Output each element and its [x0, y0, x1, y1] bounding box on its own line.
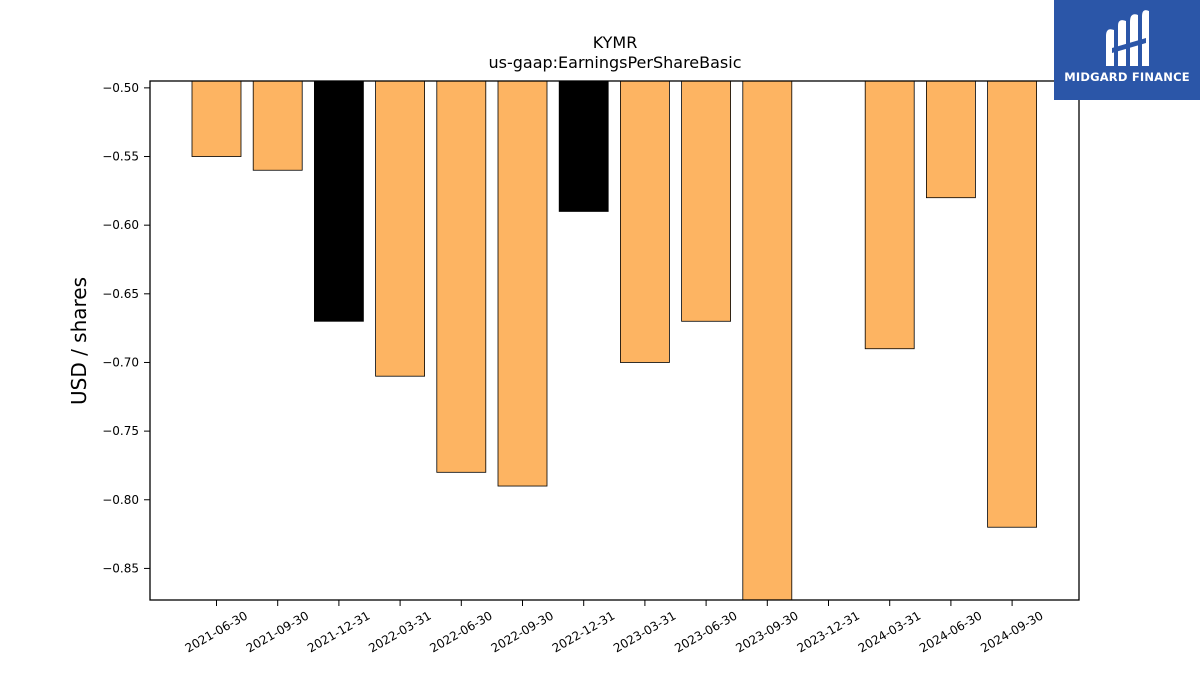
- y-tick-label: −0.85: [102, 561, 139, 575]
- x-ticks-group: 2021-06-302021-09-302021-12-312022-03-31…: [183, 600, 1046, 655]
- y-tick-label: −0.55: [102, 150, 139, 164]
- y-tick-label: −0.65: [102, 287, 139, 301]
- bar-2021-09-30: [252, 80, 303, 171]
- x-tick-label: 2021-12-31: [305, 608, 372, 655]
- bar-2024-06-30: [926, 80, 976, 199]
- bar-2021-12-31: [313, 80, 364, 322]
- bar-2023-06-30: [681, 80, 731, 322]
- plot-frame: [149, 80, 1080, 601]
- chart-subtitle: us-gaap:EarningsPerShareBasic: [488, 53, 741, 72]
- x-tick-label: 2023-06-30: [672, 608, 739, 655]
- x-tick-label: 2022-03-31: [366, 608, 433, 655]
- x-tick-label: 2021-09-30: [244, 608, 311, 655]
- x-tick-label: 2022-06-30: [427, 608, 494, 655]
- x-tick-label: 2022-12-31: [550, 608, 617, 655]
- x-tick-label: 2024-03-31: [856, 608, 923, 655]
- bar-2023-09-30: [742, 80, 793, 601]
- bar-2022-12-31: [558, 80, 609, 212]
- x-tick-label: 2023-12-31: [795, 608, 862, 655]
- y-tick-label: −0.60: [102, 218, 139, 232]
- y-tick-label: −0.50: [102, 81, 139, 95]
- bar-2022-09-30: [497, 80, 548, 487]
- bar-2021-06-30: [191, 80, 242, 157]
- x-tick-label: 2023-03-31: [611, 608, 678, 655]
- y-tick-label: −0.75: [102, 424, 139, 438]
- bar-2023-03-31: [620, 80, 670, 363]
- y-tick-label: −0.80: [102, 493, 139, 507]
- midgard-finance-logo: MIDGARD FINANCE: [1054, 0, 1200, 100]
- bar-2024-03-31: [864, 80, 915, 350]
- x-tick-label: 2021-06-30: [183, 608, 250, 655]
- x-tick-label: 2023-09-30: [733, 608, 800, 655]
- y-axis-label: USD / shares: [67, 277, 91, 405]
- bars-group: [191, 80, 1037, 601]
- x-tick-label: 2024-09-30: [978, 608, 1045, 655]
- x-tick-label: 2024-06-30: [917, 608, 984, 655]
- chart-title: KYMR: [593, 33, 638, 52]
- bar-2024-09-30: [987, 80, 1037, 528]
- bar-2022-03-31: [375, 80, 426, 377]
- bar-2022-06-30: [436, 80, 487, 473]
- y-tick-label: −0.70: [102, 355, 139, 369]
- y-ticks-group: −0.50 −0.55 −0.60 −0.65 −0.70 −0.75 −0.80 −0.85: [102, 81, 150, 575]
- x-tick-label: 2022-09-30: [489, 608, 556, 655]
- logo-mark-icon: [1106, 10, 1149, 67]
- logo-text: MIDGARD FINANCE: [1064, 70, 1190, 84]
